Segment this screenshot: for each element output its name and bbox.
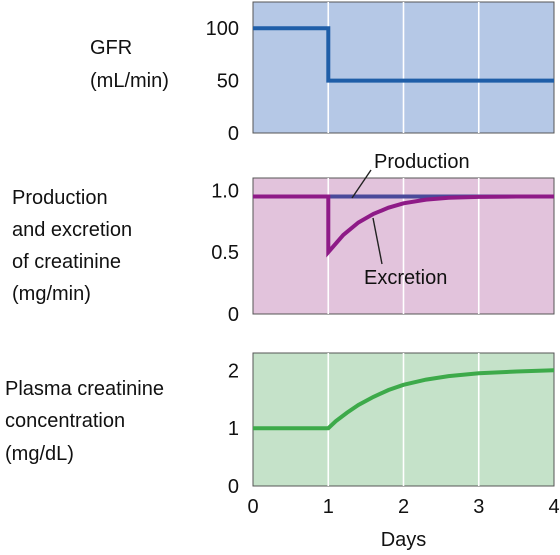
y-axis-label: of creatinine bbox=[12, 251, 121, 273]
y-axis-label: and excretion bbox=[12, 219, 132, 241]
y-tick-label: 0.5 bbox=[211, 242, 239, 264]
x-tick-label: 1 bbox=[323, 496, 334, 518]
panel-2: 0 0.5 1.0 Production and excretion of creatin… bbox=[12, 151, 555, 326]
y-tick-label: 50 bbox=[217, 71, 239, 93]
annotation-leader bbox=[351, 169, 372, 199]
y-axis-label: (mg/dL) bbox=[5, 443, 74, 465]
y-axis-label: Production bbox=[12, 187, 108, 209]
x-tick-label: 2 bbox=[398, 496, 409, 518]
x-tick-label: 3 bbox=[473, 496, 484, 518]
y-axis-label: GFR bbox=[90, 37, 132, 59]
series-line bbox=[253, 26, 554, 83]
y-tick-label: 0 bbox=[228, 304, 239, 326]
y-tick-label: 1.0 bbox=[211, 180, 239, 202]
y-axis-label: concentration bbox=[5, 410, 125, 432]
y-tick-label: 2 bbox=[228, 360, 239, 382]
y-axis-label: Plasma creatinine bbox=[5, 378, 164, 400]
y-axis-label: (mg/min) bbox=[12, 283, 91, 305]
annotation-label: Excretion bbox=[364, 267, 447, 289]
series-excretion bbox=[253, 194, 554, 258]
x-tick-label: 0 bbox=[247, 496, 258, 518]
y-tick-label: 0 bbox=[228, 123, 239, 145]
x-axis-label: Days bbox=[381, 529, 427, 551]
y-axis-label: (mL/min) bbox=[90, 70, 169, 92]
panel-1: 0 50 100 GFR (mL/min) bbox=[90, 1, 555, 145]
y-tick-label: 1 bbox=[228, 418, 239, 440]
x-tick-label: 4 bbox=[548, 496, 559, 518]
series-line bbox=[253, 368, 555, 431]
annotation-label: Production bbox=[374, 151, 470, 173]
y-tick-label: 100 bbox=[206, 18, 239, 40]
panel-3: 0 1 2 Plasma creatinine concentration (mg/dL)… bbox=[5, 352, 560, 551]
y-tick-label: 0 bbox=[228, 476, 239, 498]
annotation-leader bbox=[372, 217, 383, 265]
